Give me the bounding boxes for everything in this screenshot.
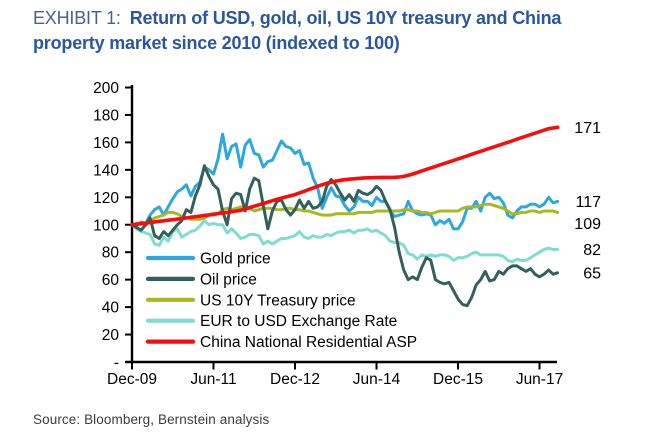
exhibit-title: EXHIBIT 1: Return of USD, gold, oil, US 1… [33, 6, 639, 56]
legend-label-2: Oil price [200, 271, 257, 288]
legend-label-3: US 10Y Treasury price [200, 292, 356, 309]
x-tick-label: Jun-17 [516, 371, 563, 388]
y-tick-label: 60 [102, 272, 120, 289]
x-tick-label: Dec-12 [270, 371, 320, 388]
y-tick-label: 160 [93, 135, 119, 152]
x-tick-label: Jun-11 [190, 371, 236, 388]
title-text-1: Return of USD, gold, oil, US 10Y treasur… [129, 8, 562, 28]
y-tick-label: 200 [93, 80, 119, 97]
series-line-eur-to-usd-exchange-rate [130, 219, 560, 264]
y-tick-label: 140 [93, 162, 119, 179]
legend-label-1: Gold price [200, 251, 271, 268]
y-tick-label: 80 [102, 245, 120, 262]
series-line-china-national-residential-asp [130, 125, 560, 227]
end-value-label: 171 [574, 120, 601, 137]
series-line-oil-price [130, 164, 560, 308]
y-tick-label: 20 [102, 327, 120, 344]
y-tick-label: 40 [102, 300, 120, 317]
end-value-label: 82 [583, 242, 601, 259]
end-value-label: 109 [574, 216, 601, 233]
legend-label-4: EUR to USD Exchange Rate [200, 313, 397, 330]
x-tick-label: Dec-15 [433, 371, 483, 388]
exhibit-label: EXHIBIT 1: [33, 8, 121, 28]
series-line-us-10y-treasury-price [130, 202, 560, 227]
legend-label-5: China National Residential ASP [200, 334, 417, 351]
end-value-label: 117 [575, 194, 601, 211]
y-tick-label: 180 [93, 107, 119, 124]
end-value-label: 65 [583, 265, 601, 282]
x-tick-label: Jun-14 [353, 371, 401, 388]
title-line-2: property market since 2010 (indexed to 1… [33, 33, 400, 53]
x-tick-label: Dec-09 [107, 371, 157, 388]
y-tick-label: 100 [93, 217, 119, 234]
title-line-1: EXHIBIT 1: Return of USD, gold, oil, US 1… [33, 6, 639, 31]
y-tick-label: - [114, 355, 119, 372]
y-tick-label: 120 [93, 190, 119, 207]
source-text: Source: Bloomberg, Bernstein analysis [33, 412, 270, 427]
